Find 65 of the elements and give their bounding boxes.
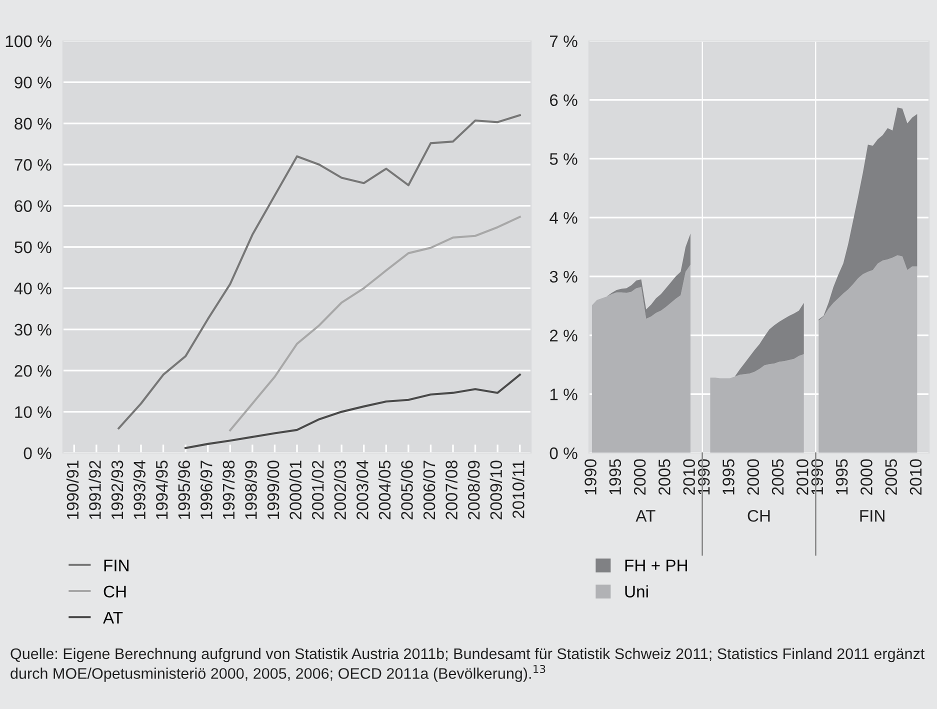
y-tick-label: 60 % [14, 200, 52, 212]
line-series [118, 114, 521, 430]
x-tick-label: 2008/09 [468, 460, 480, 520]
x-tick-label: 2009/10 [490, 460, 502, 520]
y-tick-label: 10 % [15, 406, 52, 418]
y-tick-label: 6 % [550, 94, 578, 106]
x-tick-label: 1993/94 [133, 460, 146, 519]
y-tick-label: 40 % [14, 282, 52, 294]
y-tick-label: 2 % [550, 330, 578, 342]
x-tick-label: 1990/91 [66, 460, 79, 519]
x-tick-label: 2001/02 [312, 460, 324, 520]
x-axis-title: CH [748, 510, 770, 522]
x-tick-label: 2005 [658, 459, 670, 495]
y-tick-label: 7 % [550, 35, 578, 48]
y-tick-label: 90 % [14, 76, 52, 88]
x-tick-label: 2006/07 [422, 460, 436, 520]
y-tick-label: 0 % [24, 447, 52, 460]
legend-label: FIN [104, 560, 128, 572]
x-tick-label: 1995 [836, 459, 848, 494]
x-tick-label: 1998/99 [244, 460, 257, 519]
x-tick-label: 2010 [910, 459, 922, 495]
line-series [229, 216, 521, 432]
line-series [184, 374, 521, 450]
y-tick-label: 4 % [550, 212, 578, 224]
x-axis-title: AT [636, 510, 656, 522]
y-tick-label: 50 % [14, 241, 52, 254]
legend-label: Uni [625, 585, 648, 598]
y-tick-label: 100 % [6, 35, 52, 48]
x-tick-label: 1996/97 [200, 460, 212, 519]
x-tick-label: 2000/01 [289, 460, 302, 520]
y-tick-label: 20 % [14, 365, 52, 377]
x-tick-label: 2003/04 [356, 460, 368, 520]
y-tick-label: 80 % [14, 118, 52, 130]
x-tick-label: 2005 [772, 459, 784, 495]
x-tick-label: 2010 [683, 459, 695, 495]
x-tick-label: 1995 [609, 459, 622, 494]
x-tick-label: 2007/08 [445, 460, 458, 520]
y-tick-label: 0 % [550, 447, 578, 460]
x-tick-label: 1995 [722, 459, 734, 494]
x-tick-label: 1991/92 [88, 460, 101, 519]
x-tick-label: 2005/06 [400, 460, 413, 520]
x-tick-label: 2000 [634, 459, 646, 495]
x-tick-label: 2002/03 [334, 460, 346, 520]
x-tick-label: 2000 [747, 459, 760, 495]
legend-label: FH + PH [625, 560, 688, 572]
x-tick-label: 2010 [796, 459, 808, 495]
x-tick-label: 1997/98 [222, 460, 235, 519]
x-tick-label: 2005 [885, 459, 898, 495]
legend-label: CH [104, 586, 126, 598]
source-note: Quelle: Eigene Berechnung aufgrund von Statistik Austria 2011b; Bundesamt für Statistik Schweiz 2011; Statistics Finland 2011 ergänzt durch MOE/Opetusministeriö 2000, 2005, 2006; OECD 2011a (Bevölkerung).$^{13}$ [10, 648, 925, 682]
x-tick-label: 2010/11 [512, 460, 524, 518]
y-tick-label: 5 % [550, 153, 578, 165]
x-tick-label: 1992/93 [110, 460, 124, 519]
x-tick-label: 2000 [860, 459, 872, 495]
y-tick-label: 1 % [550, 388, 578, 400]
x-tick-label: 1999/00 [266, 460, 280, 519]
x-axis-title: FIN [860, 510, 884, 522]
y-tick-label: 3 % [550, 270, 578, 283]
x-tick-label: 1995/96 [178, 460, 190, 519]
y-tick-label: 70 % [14, 159, 52, 171]
y-tick-label: 30 % [14, 324, 52, 336]
legend-label: AT [103, 612, 123, 624]
x-tick-label: 1994/95 [156, 460, 168, 519]
x-tick-label: 1990 [584, 459, 596, 494]
x-tick-label: 2004/05 [378, 460, 391, 520]
